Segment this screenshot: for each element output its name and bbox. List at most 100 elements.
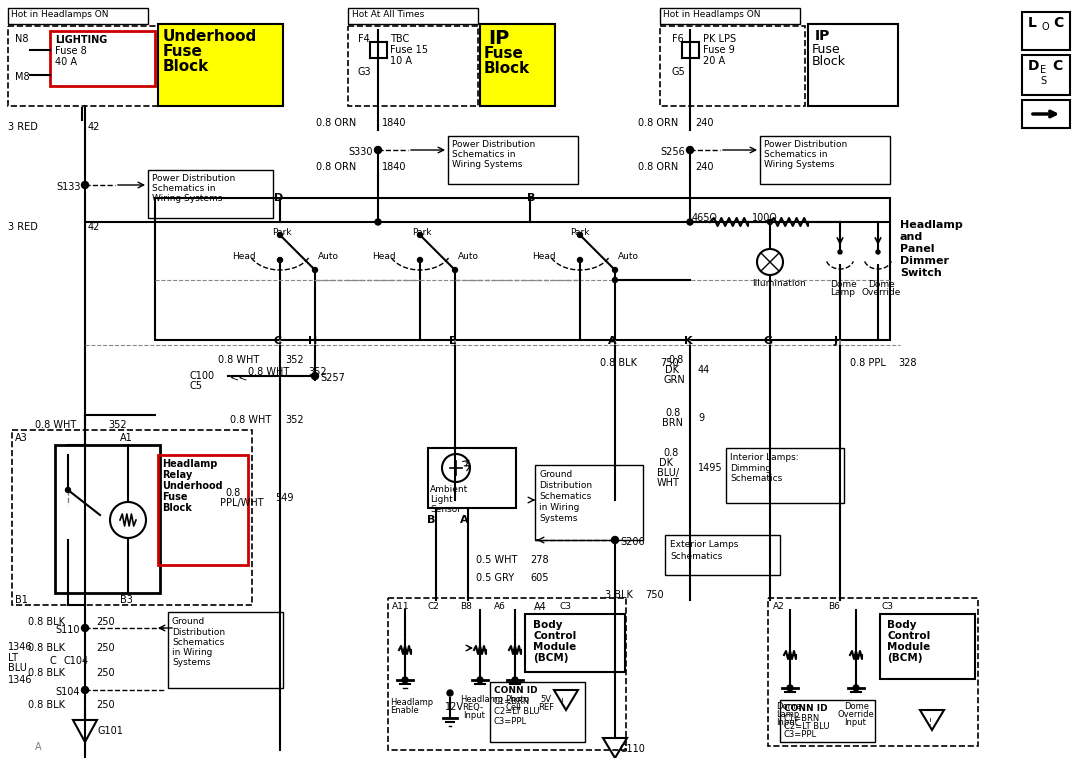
Text: 1346: 1346 (8, 642, 32, 652)
Text: 42: 42 (88, 222, 101, 232)
Text: Module: Module (533, 642, 576, 652)
Text: A: A (608, 336, 616, 346)
Bar (808, 24, 898, 106)
Text: PK LPS: PK LPS (703, 34, 736, 44)
Bar (490, 682, 585, 742)
Circle shape (686, 146, 694, 154)
Text: Hot in Headlamps ON: Hot in Headlamps ON (11, 10, 108, 19)
Text: Exterior Lamps: Exterior Lamps (670, 540, 738, 549)
Text: C: C (50, 656, 56, 666)
Bar (8, 8, 148, 24)
Text: Photo: Photo (505, 695, 529, 704)
Text: IP: IP (815, 29, 830, 43)
Text: Hot in Headlamps ON: Hot in Headlamps ON (663, 10, 761, 19)
Text: REQ-: REQ- (462, 703, 483, 712)
Text: 750: 750 (660, 358, 679, 368)
Bar (168, 612, 283, 688)
Text: Cell: Cell (505, 703, 521, 712)
Text: B1: B1 (15, 595, 28, 605)
Text: Control: Control (533, 631, 576, 641)
Bar (155, 198, 890, 340)
Text: 0.8: 0.8 (668, 355, 683, 365)
Text: K: K (684, 336, 693, 346)
Text: Distribution: Distribution (539, 481, 592, 490)
Text: 549: 549 (275, 493, 294, 503)
Text: 250: 250 (96, 643, 115, 653)
Text: 0.8 WHT: 0.8 WHT (35, 420, 77, 430)
Text: Input: Input (776, 718, 798, 727)
Text: Sensor: Sensor (430, 505, 461, 514)
Text: Block: Block (812, 55, 846, 68)
Text: F6: F6 (672, 34, 684, 44)
Text: 250: 250 (96, 700, 115, 710)
Text: Schematics in: Schematics in (764, 150, 827, 159)
Text: 3 BLK: 3 BLK (605, 590, 632, 600)
Text: Fuse 15: Fuse 15 (390, 45, 428, 55)
Text: D: D (1028, 59, 1040, 73)
Text: Systems: Systems (172, 658, 211, 667)
Text: Power Distribution: Power Distribution (764, 140, 848, 149)
Text: (BCM): (BCM) (888, 653, 922, 663)
Text: 0.8 WHT: 0.8 WHT (230, 415, 271, 425)
Text: B8: B8 (461, 602, 472, 611)
Text: A: A (461, 515, 469, 525)
Text: Schematics: Schematics (730, 474, 783, 483)
Circle shape (375, 219, 381, 225)
Text: C104: C104 (64, 656, 89, 666)
Circle shape (417, 233, 423, 237)
Text: 328: 328 (898, 358, 917, 368)
Text: Park: Park (570, 228, 589, 237)
Text: 0.8: 0.8 (665, 408, 680, 418)
Bar (480, 24, 555, 106)
Text: Block: Block (163, 59, 210, 74)
Text: Light: Light (430, 495, 453, 504)
Text: 240: 240 (695, 118, 713, 128)
Circle shape (838, 250, 842, 254)
Circle shape (787, 685, 793, 691)
Text: Power Distribution: Power Distribution (152, 174, 236, 183)
Text: Relay: Relay (162, 470, 192, 480)
Bar (158, 24, 283, 106)
Text: E: E (449, 336, 456, 346)
Text: Module: Module (888, 642, 931, 652)
Text: 352: 352 (308, 367, 326, 377)
Text: in Wiring: in Wiring (539, 503, 579, 512)
Text: 3 RED: 3 RED (8, 122, 38, 132)
Bar (660, 26, 805, 106)
Text: Schematics: Schematics (670, 552, 722, 561)
Bar (1022, 100, 1070, 128)
Circle shape (374, 146, 382, 154)
Text: C3=PPL: C3=PPL (784, 730, 817, 739)
Text: M8: M8 (15, 72, 29, 82)
Text: G110: G110 (620, 744, 645, 754)
Text: S330: S330 (348, 147, 373, 157)
Text: DK: DK (665, 365, 679, 375)
Text: <<: << (230, 372, 249, 382)
Text: 5V: 5V (540, 695, 551, 704)
Text: Power Distribution: Power Distribution (452, 140, 535, 149)
Circle shape (448, 690, 453, 696)
Text: GRN: GRN (663, 375, 684, 385)
Text: Dome: Dome (868, 280, 895, 289)
Text: 0.5 GRY: 0.5 GRY (476, 573, 515, 583)
Text: (BCM): (BCM) (533, 653, 569, 663)
Text: Schematics in: Schematics in (452, 150, 516, 159)
Text: S256: S256 (660, 147, 684, 157)
Circle shape (768, 220, 773, 224)
Text: C5: C5 (190, 381, 203, 391)
Bar (665, 535, 780, 575)
Text: D: D (273, 193, 283, 203)
Circle shape (477, 677, 483, 683)
Text: Auto: Auto (458, 252, 479, 261)
Text: Park: Park (412, 228, 431, 237)
Bar (660, 8, 800, 24)
Text: C2=LT BLU: C2=LT BLU (784, 722, 829, 731)
Text: C2=LT BLU: C2=LT BLU (494, 707, 539, 716)
Text: 0.8 BLK: 0.8 BLK (28, 617, 65, 627)
Text: 0.8 ORN: 0.8 ORN (316, 118, 357, 128)
Circle shape (688, 220, 693, 224)
Circle shape (577, 233, 583, 237)
Text: Illumination: Illumination (752, 279, 805, 288)
Text: Wiring Systems: Wiring Systems (452, 160, 522, 169)
Text: S104: S104 (55, 687, 80, 697)
